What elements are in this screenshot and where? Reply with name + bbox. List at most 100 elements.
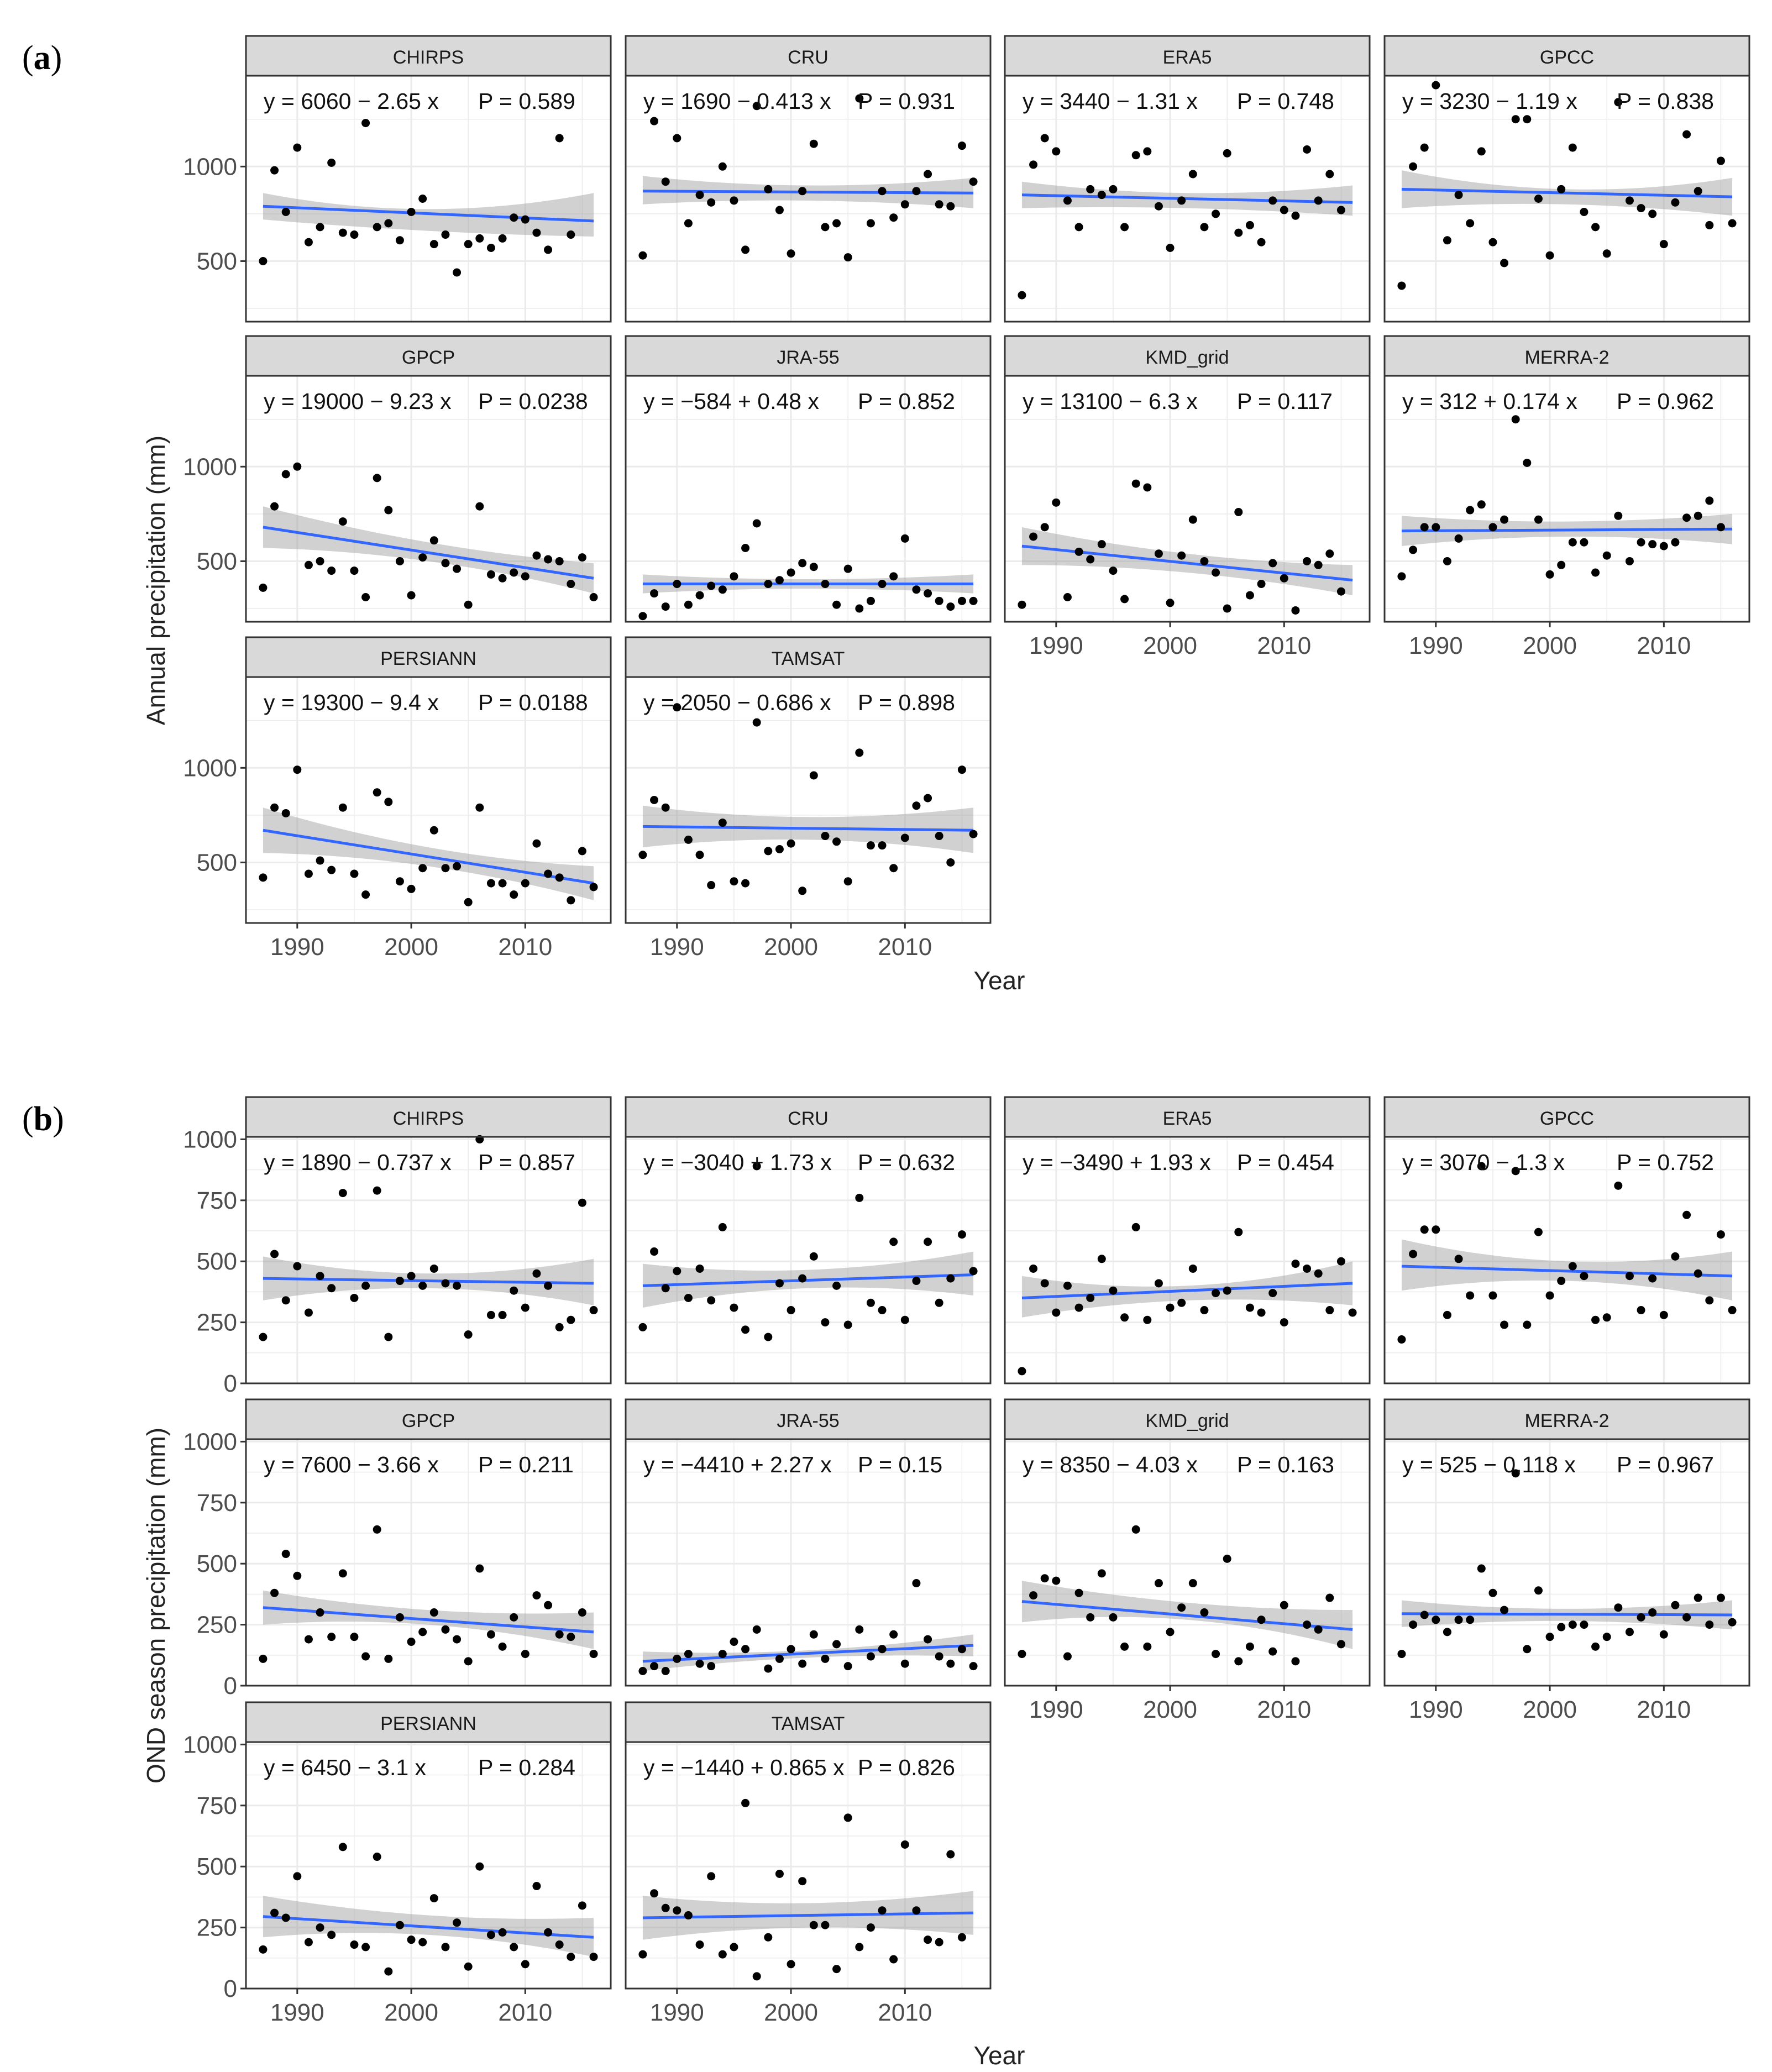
data-point <box>969 596 978 605</box>
data-point <box>752 718 761 727</box>
data-point <box>912 1579 921 1588</box>
data-point <box>1097 1569 1106 1578</box>
data-point <box>589 883 598 891</box>
confidence-band <box>263 807 594 900</box>
data-points <box>638 1162 978 1341</box>
regression-equation: y = 3070 − 1.3 x <box>1402 1150 1565 1175</box>
x-tick-label: 2010 <box>878 933 932 961</box>
data-point <box>555 1630 564 1639</box>
data-point <box>707 198 716 207</box>
data-point <box>1534 195 1543 203</box>
data-point <box>373 788 381 797</box>
data-point <box>1120 1313 1129 1322</box>
data-point <box>1625 1628 1634 1636</box>
y-tick-label: 500 <box>197 248 237 275</box>
data-point <box>1143 1642 1152 1651</box>
data-point <box>1268 559 1277 568</box>
data-point <box>730 1638 738 1646</box>
data-point <box>809 1921 818 1929</box>
data-point <box>316 856 324 865</box>
plot-area <box>626 1439 990 1686</box>
data-point <box>1234 1228 1243 1236</box>
data-point <box>1018 600 1026 609</box>
data-point <box>1188 1579 1197 1588</box>
facet-tamsat: TAMSAT y = −1440 + 0.865 x P = 0.826 1990 20… <box>625 1701 992 2026</box>
data-point <box>1200 1608 1209 1617</box>
grid <box>246 1137 611 1384</box>
facet-tamsat: TAMSAT y = 2050 − 0.686 x P = 0.898 1990 200… <box>625 636 992 961</box>
data-point <box>589 1306 598 1315</box>
data-point <box>1052 1576 1061 1585</box>
regression-equation: y = 6060 − 2.65 x <box>264 88 439 114</box>
data-point <box>361 1652 370 1661</box>
data-point <box>832 1640 841 1649</box>
data-point <box>855 748 864 757</box>
data-point <box>567 1633 575 1641</box>
data-point <box>821 832 830 841</box>
data-point <box>555 134 564 143</box>
data-point <box>281 809 290 817</box>
data-point <box>1234 1657 1243 1666</box>
p-value: P = 0.857 <box>478 1150 575 1175</box>
data-point <box>259 583 268 592</box>
data-point <box>900 200 909 209</box>
regression-equation: y = 7600 − 3.66 x <box>264 1452 439 1477</box>
data-point <box>1557 1277 1566 1286</box>
data-point <box>1420 523 1429 532</box>
facet-jra-55: JRA-55 y = −584 + 0.48 x P = 0.852 <box>625 335 992 623</box>
plot-frame <box>625 1741 992 1990</box>
data-point <box>361 119 370 128</box>
plot-frame <box>625 1438 992 1687</box>
data-point <box>1614 1603 1623 1612</box>
data-point <box>1143 1315 1152 1324</box>
data-point <box>684 1650 693 1659</box>
data-point <box>821 1921 830 1929</box>
data-point <box>1325 1306 1334 1315</box>
regression-line <box>1021 1282 1353 1299</box>
plot-area <box>1005 1439 1370 1686</box>
x-axis-title: Year <box>974 966 1025 995</box>
data-point <box>441 1279 450 1288</box>
x-tick-label: 2000 <box>1143 1696 1197 1723</box>
data-point <box>1074 223 1083 232</box>
data-point <box>1500 1606 1509 1614</box>
data-point <box>1086 1293 1095 1302</box>
data-point <box>270 1588 279 1597</box>
x-tick-label: 2010 <box>1257 632 1311 659</box>
plot-frame <box>1383 375 1750 623</box>
data-point <box>486 1310 495 1319</box>
data-point <box>510 1613 518 1622</box>
plot-frame <box>1383 1136 1750 1384</box>
data-point <box>1336 587 1345 596</box>
data-point <box>764 847 773 856</box>
plot-area <box>626 76 990 322</box>
data-point <box>924 794 932 802</box>
data-point <box>1257 1615 1266 1624</box>
data-point <box>1212 1650 1220 1659</box>
data-point <box>1511 1469 1520 1478</box>
regression-equation: y = 525 − 0.118 x <box>1402 1452 1576 1477</box>
data-point <box>764 580 773 589</box>
data-point <box>695 1659 704 1668</box>
y-tick-label: 1000 <box>183 1428 237 1455</box>
data-point <box>878 1645 887 1654</box>
data-point <box>304 1635 313 1644</box>
data-point <box>327 865 336 874</box>
regression-line <box>1021 193 1353 204</box>
facet-merra-2: MERRA-2 y = 525 − 0.118 x P = 0.967 1990 200… <box>1383 1398 1750 1723</box>
data-points <box>638 1579 978 1676</box>
p-value: P = 0.632 <box>858 1150 955 1175</box>
data-point <box>900 1315 909 1324</box>
data-points <box>638 519 978 621</box>
data-point <box>418 1628 427 1636</box>
data-point <box>1602 1313 1611 1322</box>
y-tick-label: 1000 <box>183 453 237 480</box>
x-tick-label: 2000 <box>384 1999 438 2026</box>
facet-title: MERRA-2 <box>1524 1410 1609 1431</box>
data-points <box>259 1525 598 1666</box>
data-point <box>787 1306 795 1315</box>
data-point <box>361 1943 370 1952</box>
data-point <box>1591 223 1600 232</box>
